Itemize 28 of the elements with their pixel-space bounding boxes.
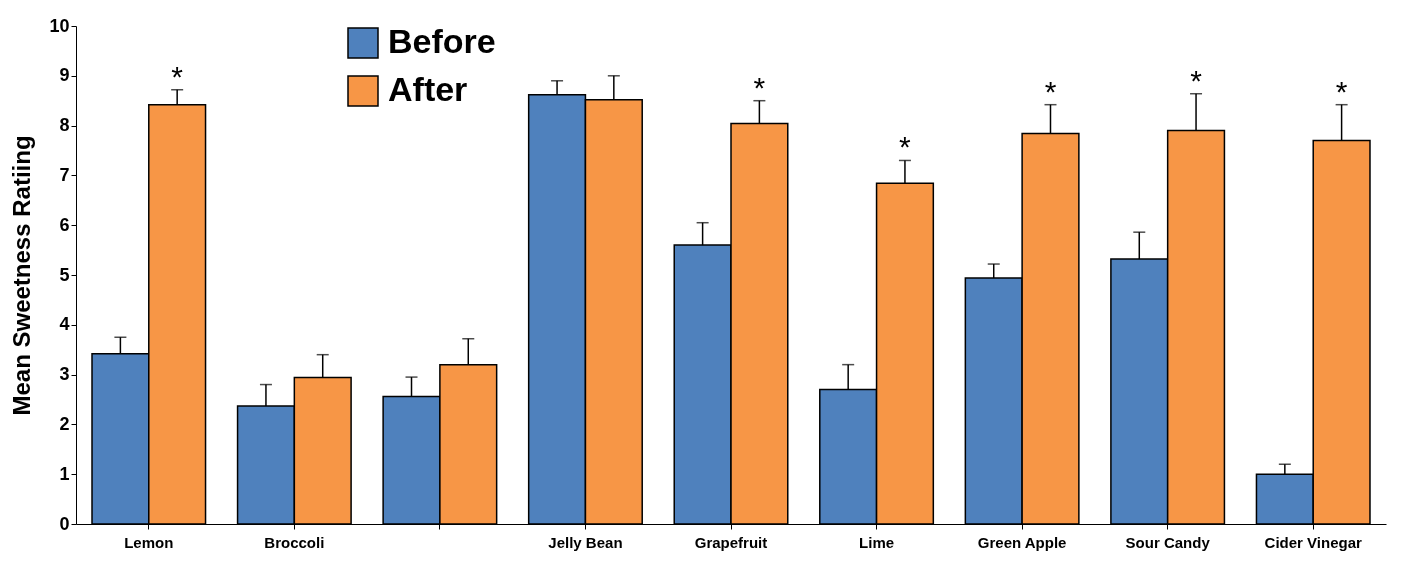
y-tick-label: 6 [59, 214, 70, 235]
annotation: * [1190, 63, 1203, 97]
legend-label: Before [388, 22, 496, 60]
y-tick-label: 8 [59, 115, 70, 136]
annotation: * [753, 70, 766, 104]
y-tick-label: 5 [59, 264, 70, 285]
x-tick-label: Jelly Bean [548, 533, 623, 551]
x-tick-label: Lemon [124, 533, 174, 551]
annotation: * [1044, 74, 1057, 108]
annotation: * [899, 130, 912, 164]
y-tick-label: 3 [59, 364, 70, 385]
y-tick-label: 1 [59, 463, 70, 484]
y-tick-label: 10 [49, 15, 70, 36]
annotation: * [171, 59, 184, 93]
x-tick-label: Grapefruit [694, 533, 768, 551]
y-tick-label: 7 [59, 164, 70, 185]
x-tick-label: Cider Vinegar [1264, 533, 1363, 551]
y-tick-label: 4 [59, 314, 70, 335]
legend-label: After [388, 70, 468, 108]
y-axis-title: Mean Sweetness Ratiing [8, 135, 36, 416]
y-tick-label: 2 [59, 413, 70, 434]
y-tick-label: 0 [59, 513, 70, 534]
x-tick-label: Lime [859, 533, 895, 551]
x-tick-label: Broccoli [264, 533, 325, 551]
x-tick-label: Green Apple [977, 533, 1067, 551]
y-tick-label: 9 [59, 65, 70, 86]
x-tick-label: Sour Candy [1125, 533, 1211, 551]
annotation: * [1335, 74, 1348, 108]
